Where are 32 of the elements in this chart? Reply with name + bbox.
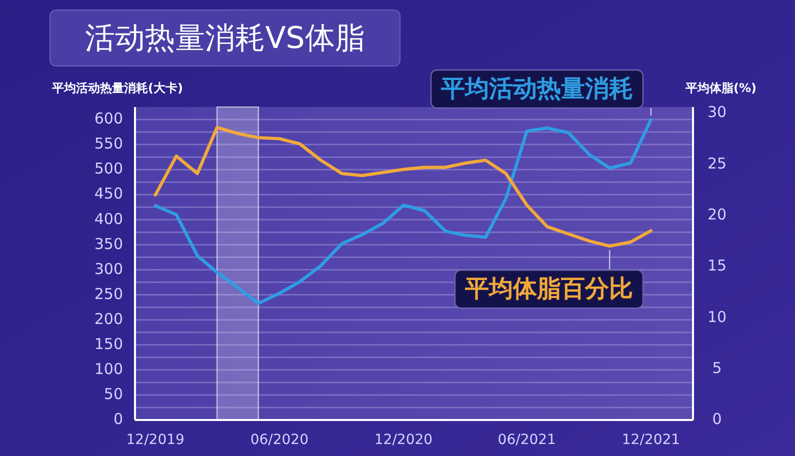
y-tick-label: 350	[94, 234, 123, 253]
y2-tick-label: 5	[712, 358, 722, 377]
y2-tick-label: 20	[707, 206, 727, 224]
y-tick-label: 450	[94, 184, 123, 203]
y2-tick-label: 15	[707, 256, 727, 275]
chart-title: 活动热量消耗VS体脂	[85, 21, 365, 56]
x-tick-label: 12/2019	[126, 432, 184, 448]
line-series	[154, 118, 653, 305]
y-tick-label: 150	[94, 334, 123, 353]
y2-tick-label: 30	[707, 103, 727, 122]
y2-axis-title: 平均体脂(%)	[684, 81, 756, 95]
y2-tick-label: 10	[707, 308, 727, 326]
x-tick-label: 06/2020	[250, 432, 308, 448]
x-tick-label: 06/2021	[498, 432, 556, 448]
y2-tick-label: 25	[707, 154, 727, 172]
y-tick-label: 500	[94, 160, 123, 178]
y2-tick-label: 0	[712, 410, 722, 428]
line-series	[154, 126, 653, 248]
y-tick-label: 0	[113, 410, 123, 428]
y-tick-label: 600	[94, 110, 123, 128]
y-tick-label: 200	[94, 310, 123, 328]
y-tick-label: 50	[104, 385, 123, 404]
series-label: 平均体脂百分比	[464, 274, 633, 303]
y-tick-label: 250	[94, 284, 123, 303]
y-axis-title: 平均活动热量消耗(大卡)	[51, 81, 183, 95]
y-tick-label: 300	[94, 260, 123, 278]
x-tick-label: 12/2021	[622, 432, 680, 448]
y-tick-label: 100	[94, 360, 123, 378]
y-tick-label: 400	[94, 210, 123, 228]
y-tick-label: 550	[94, 134, 123, 153]
series-label: 平均活动热量消耗	[440, 74, 633, 103]
x-tick-label: 12/2020	[374, 432, 433, 448]
